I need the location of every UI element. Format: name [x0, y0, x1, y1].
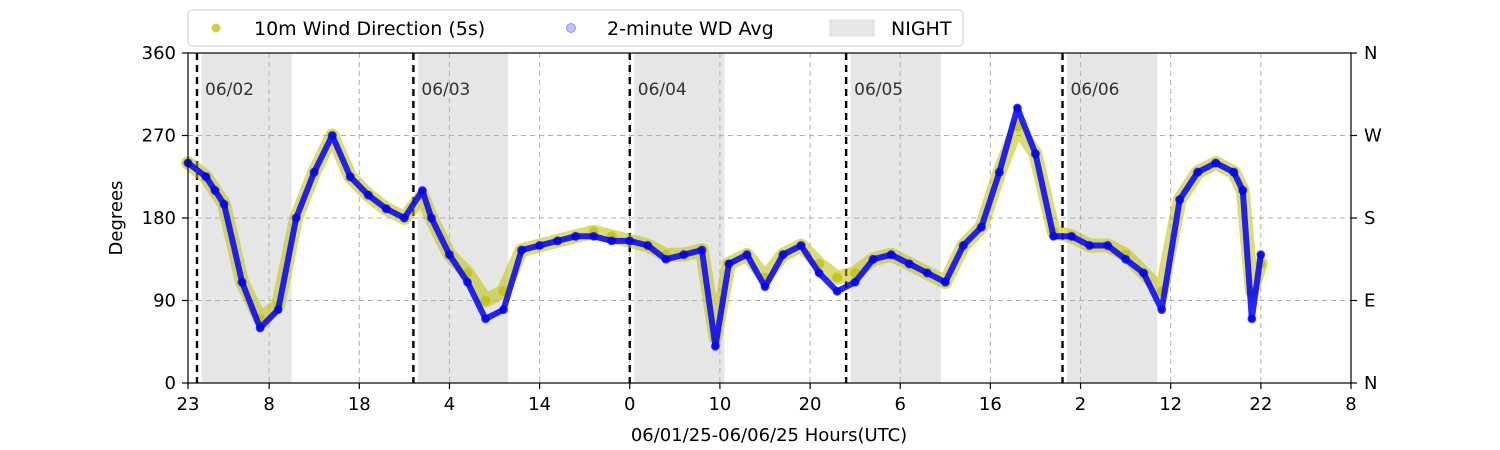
- day-label-5: 06/06: [1071, 80, 1120, 100]
- wd-avg-trace: [185, 105, 1264, 350]
- legend: 10m Wind Direction (5s) 2-minute WD Avg …: [187, 9, 964, 47]
- left-axis: 0 90 180 270 360: [142, 43, 188, 394]
- legend-label-night: NIGHT: [891, 18, 952, 40]
- right-tick-label-1: E: [1364, 291, 1375, 312]
- x-axis-title: 06/01/25-06/06/25 Hours(UTC): [631, 425, 907, 446]
- y-tick-label-90: 90: [153, 291, 176, 312]
- legend-marker-2-minute-wd-avg: [566, 23, 576, 33]
- right-tick-label-3: W: [1364, 126, 1382, 147]
- right-axis: N E S W N: [1351, 43, 1382, 394]
- legend-patch-night: [829, 19, 875, 37]
- series-2-minute-wd-avg: [183, 103, 1266, 351]
- x-tick-label-10: 2: [1075, 394, 1086, 415]
- y-tick-label-360: 360: [142, 43, 176, 64]
- x-tick-label-1: 8: [263, 394, 274, 415]
- x-tick-label-13: 8: [1345, 394, 1356, 415]
- day-label-3: 06/04: [638, 80, 687, 100]
- y-axis-title: Degrees: [106, 181, 127, 256]
- x-tick-label-11: 12: [1159, 394, 1182, 415]
- x-tick-label-8: 6: [894, 394, 905, 415]
- day-label-1: 06/02: [205, 80, 254, 100]
- y-tick-label-0: 0: [165, 373, 176, 394]
- y-tick-label-270: 270: [142, 126, 176, 147]
- x-tick-label-4: 14: [528, 394, 551, 415]
- day-boundaries: 06/02 06/03 06/04 06/05 06/06: [195, 53, 1120, 383]
- right-tick-label-2: S: [1364, 208, 1375, 229]
- x-axis: 23 8 18 4 14 0 10 20 6 16 2 12 22 8: [177, 383, 1357, 415]
- legend-label-10m-wind-direction: 10m Wind Direction (5s): [254, 18, 485, 40]
- y-tick-label-180: 180: [142, 208, 176, 229]
- x-tick-label-3: 4: [444, 394, 455, 415]
- x-tick-label-7: 20: [799, 394, 822, 415]
- x-tick-label-0: 23: [177, 394, 200, 415]
- right-tick-label-4: N: [1364, 43, 1377, 64]
- legend-frame: [187, 9, 964, 47]
- legend-label-2-minute-wd-avg: 2-minute WD Avg: [607, 18, 774, 40]
- x-tick-label-5: 0: [624, 394, 635, 415]
- day-label-4: 06/05: [854, 80, 903, 100]
- legend-marker-10m-wind-direction: [211, 23, 221, 33]
- right-tick-label-0: N: [1364, 373, 1377, 394]
- x-tick-label-12: 22: [1249, 394, 1272, 415]
- day-label-2: 06/03: [421, 80, 470, 100]
- x-tick-label-9: 16: [979, 394, 1002, 415]
- x-tick-label-2: 18: [348, 394, 371, 415]
- x-tick-label-6: 10: [708, 394, 731, 415]
